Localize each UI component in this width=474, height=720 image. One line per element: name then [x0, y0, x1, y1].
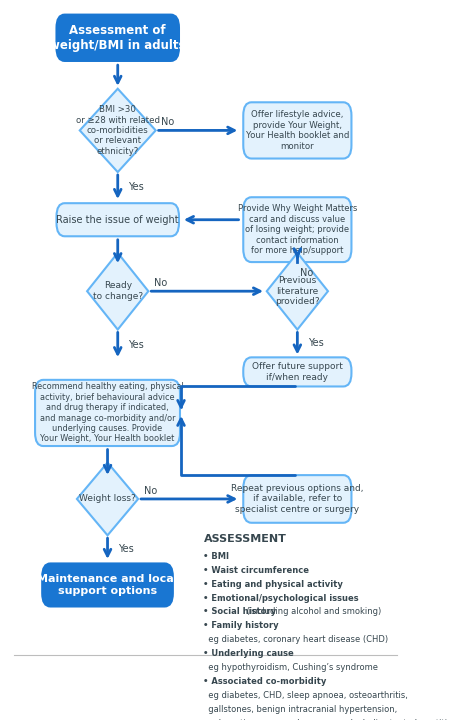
Text: Offer future support
if/when ready: Offer future support if/when ready: [252, 362, 343, 382]
Text: No: No: [144, 486, 157, 495]
Text: • Family history: • Family history: [203, 621, 279, 630]
FancyBboxPatch shape: [42, 564, 173, 606]
Text: Ready
to change?: Ready to change?: [93, 282, 143, 301]
Polygon shape: [77, 462, 138, 536]
FancyBboxPatch shape: [243, 357, 351, 387]
Text: Recommend healthy eating, physical
activity, brief behavioural advice
and drug t: Recommend healthy eating, physical activ…: [32, 382, 183, 444]
FancyBboxPatch shape: [56, 14, 179, 61]
Text: ASSESSMENT: ASSESSMENT: [203, 534, 286, 544]
Polygon shape: [267, 253, 328, 330]
Text: • Emotional/psychological issues: • Emotional/psychological issues: [203, 593, 359, 603]
Text: Maintenance and local
support options: Maintenance and local support options: [37, 574, 178, 595]
FancyBboxPatch shape: [243, 197, 351, 262]
Text: Yes: Yes: [128, 340, 144, 350]
Text: • Social history: • Social history: [203, 608, 277, 616]
Text: Repeat previous options and,
if available, refer to
specialist centre or surgery: Repeat previous options and, if availabl…: [231, 484, 364, 514]
Text: • Eating and physical activity: • Eating and physical activity: [203, 580, 343, 589]
FancyBboxPatch shape: [243, 102, 351, 158]
Text: eg diabetes, coronary heart disease (CHD): eg diabetes, coronary heart disease (CHD…: [203, 635, 389, 644]
Text: Raise the issue of weight: Raise the issue of weight: [56, 215, 179, 225]
Text: No: No: [161, 117, 174, 127]
Text: Yes: Yes: [118, 544, 134, 554]
FancyBboxPatch shape: [35, 380, 180, 446]
Text: Provide Why Weight Matters
card and discuss value
of losing weight; provide
cont: Provide Why Weight Matters card and disc…: [237, 204, 357, 255]
Text: No: No: [300, 268, 313, 278]
Text: gallstones, benign intracranial hypertension,: gallstones, benign intracranial hyperten…: [203, 705, 398, 714]
Text: Weight loss?: Weight loss?: [79, 495, 136, 503]
Text: Previous
literature
provided?: Previous literature provided?: [275, 276, 319, 306]
Text: • Associated co-morbidity: • Associated co-morbidity: [203, 677, 327, 686]
Text: • BMI: • BMI: [203, 552, 229, 561]
Polygon shape: [80, 89, 155, 172]
Text: • Underlying cause: • Underlying cause: [203, 649, 294, 658]
Text: polycystic ovary syndrome, non-alcoholic steato-hepatitis: polycystic ovary syndrome, non-alcoholic…: [203, 719, 452, 720]
FancyBboxPatch shape: [243, 475, 351, 523]
Text: Offer lifestyle advice,
provide Your Weight,
Your Health booklet and
monitor: Offer lifestyle advice, provide Your Wei…: [246, 110, 349, 150]
Text: (including alcohol and smoking): (including alcohol and smoking): [244, 608, 381, 616]
Text: eg diabetes, CHD, sleep apnoea, osteoarthritis,: eg diabetes, CHD, sleep apnoea, osteoart…: [203, 690, 408, 700]
Text: Assessment of
weight/BMI in adults: Assessment of weight/BMI in adults: [49, 24, 186, 52]
Polygon shape: [87, 253, 148, 330]
FancyBboxPatch shape: [56, 203, 179, 236]
Text: BMI >30
or ≥28 with related
co-morbidities
or relevant
ethnicity?: BMI >30 or ≥28 with related co-morbiditi…: [76, 105, 160, 156]
Text: Yes: Yes: [128, 182, 144, 192]
Text: Yes: Yes: [308, 338, 323, 348]
Text: eg hypothyroidism, Cushing’s syndrome: eg hypothyroidism, Cushing’s syndrome: [203, 663, 378, 672]
Text: No: No: [155, 278, 168, 288]
Text: • Waist circumference: • Waist circumference: [203, 566, 310, 575]
